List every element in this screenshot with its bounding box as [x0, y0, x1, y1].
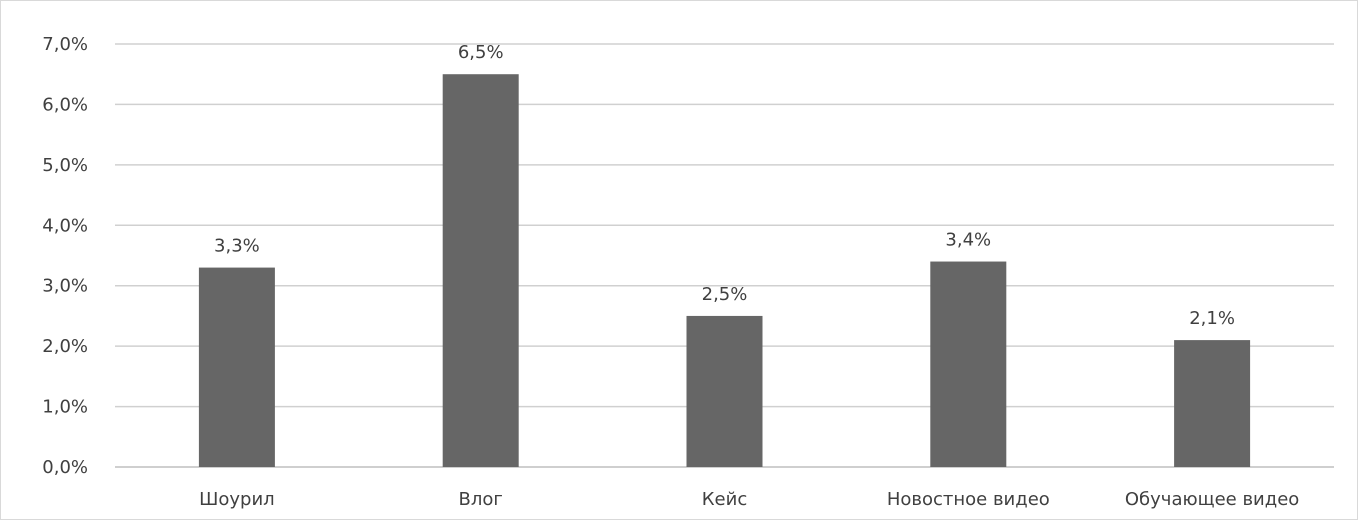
y-axis-ticks: 0,0% 1,0% 2,0% 3,0% 4,0% 5,0% 6,0% 7,0%	[42, 34, 88, 478]
x-category-label: Шоурил	[199, 489, 275, 510]
x-category-label: Влог	[459, 489, 503, 510]
y-tick-label: 3,0%	[42, 276, 88, 297]
bar	[930, 261, 1007, 467]
y-tick-label: 6,0%	[42, 94, 88, 115]
x-category-label: Кейс	[702, 489, 747, 510]
bar-data-label: 3,3%	[214, 236, 260, 257]
bar	[686, 315, 763, 467]
bar-data-label: 2,5%	[702, 284, 748, 305]
x-category-label: Новостное видео	[887, 489, 1050, 510]
y-tick-label: 0,0%	[42, 457, 88, 478]
bar-data-label: 2,1%	[1189, 308, 1235, 329]
bar	[198, 267, 275, 467]
bar	[1174, 340, 1251, 467]
data-labels: 3,3% 6,5% 2,5% 3,4% 2,1%	[214, 42, 1235, 329]
y-tick-label: 1,0%	[42, 397, 88, 418]
bar	[442, 74, 519, 467]
bar-data-label: 3,4%	[945, 230, 991, 251]
bars	[198, 74, 1251, 467]
bar-data-label: 6,5%	[458, 42, 504, 63]
y-tick-label: 2,0%	[42, 336, 88, 357]
y-tick-label: 4,0%	[42, 215, 88, 236]
y-tick-label: 5,0%	[42, 155, 88, 176]
grid-layer	[115, 43, 1334, 468]
x-axis-categories: Шоурил Влог Кейс Новостное видео Обучающее в…	[199, 489, 1299, 510]
x-category-label: Обучающее видео	[1125, 489, 1299, 510]
y-tick-label: 7,0%	[42, 34, 88, 55]
